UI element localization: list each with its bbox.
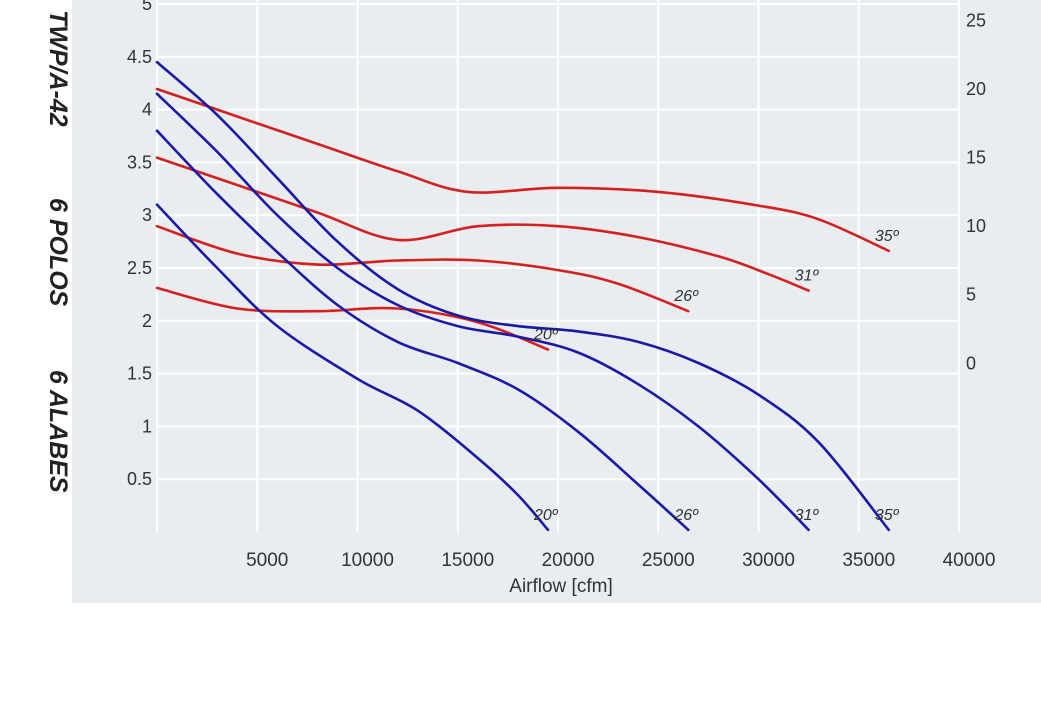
y-left-tick-label-5: 3 [142,205,152,225]
y-left-tick-label-1: 1 [142,416,152,436]
x-tick-label-3: 20000 [542,550,595,571]
y-left-tick-label-4: 2.5 [127,258,152,278]
pressure-curve-2 [155,129,690,532]
x-tick-labels: 5000 10000 15000 20000 25000 30000 35000 40000 [246,550,995,571]
plot-background [72,0,1041,603]
y-left-tick-label-3: 2 [142,311,152,331]
y-right-tick-label-2: 10 [966,216,986,236]
power-curve-4 [155,87,891,253]
pressure-curve-3 [155,92,810,532]
y-right-tick-label-3: 15 [966,148,986,168]
power-curve-label-4: 35º [875,228,900,245]
y-right-tick-label-0: 0 [966,353,976,373]
side-blades-label: 6 ALABES [44,370,72,493]
y-left-tick-label-8: 4.5 [127,47,152,67]
y-left-tick-label-0: 0.5 [127,469,152,489]
x-tick-label-5: 30000 [742,550,795,571]
pressure-curve-label-4: 35º [875,507,900,524]
y-left-tick-label-9: 5 [142,0,152,14]
y-left-tick-label-7: 4 [142,100,152,120]
side-title: TWP/A-42 6 POLOS 6 ALABES [44,10,72,493]
pressure-curve-label-1: 20º [533,507,559,524]
y-left-tick-labels: 0.5 1 1.5 2 2.5 3 3.5 4 4.5 5 [127,0,152,489]
pressure-curve-label-3: 31º [795,507,820,524]
x-tick-label-4: 25000 [642,550,695,571]
x-axis-label: Airflow [cfm] [509,576,612,597]
grid-lines [156,0,960,532]
pressure-curve-label-2: 26º [673,507,699,524]
pressure-curve-1 [155,203,550,532]
y-right-tick-label-1: 5 [966,285,976,305]
power-curve-3 [155,156,810,292]
y-right-tick-label-5: 25 [966,10,986,30]
y-right-tick-label-4: 20 [966,79,986,99]
x-tick-label-0: 5000 [246,550,288,571]
y-left-tick-label-6: 3.5 [127,152,152,172]
y-left-tick-label-2: 1.5 [127,364,152,384]
power-curve-label-3: 31º [795,268,820,285]
y-right-tick-labels: 0 5 10 15 20 25 [966,10,986,373]
series-layer [155,60,891,532]
side-poles-label: 6 POLOS [44,198,72,307]
x-tick-label-6: 35000 [842,550,895,571]
series-labels: 20º 26º 31º 35º 20º 26º 31º 35º [533,228,900,524]
power-curve-label-1: 20º [533,327,559,344]
x-tick-label-7: 40000 [943,550,996,571]
power-curve-2 [155,224,690,313]
x-tick-label-1: 10000 [341,550,394,571]
side-model-label: TWP/A-42 [44,10,72,127]
pressure-curve-4 [155,60,891,532]
x-tick-label-2: 15000 [441,550,494,571]
power-curve-1 [155,286,550,351]
power-curve-label-2: 26º [673,288,699,305]
